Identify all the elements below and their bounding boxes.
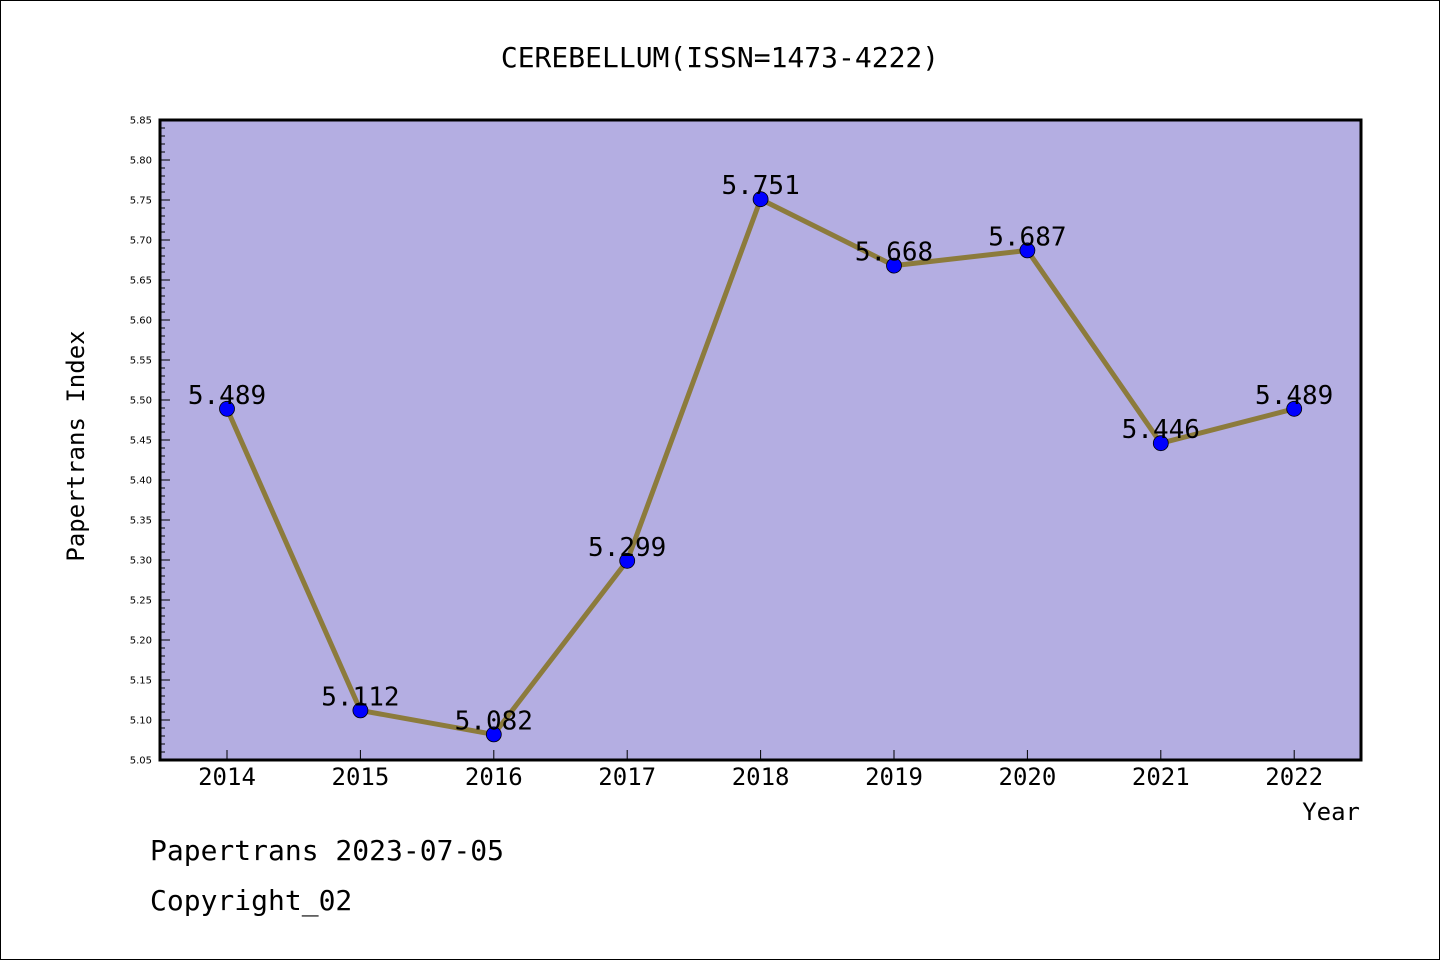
x-tick-label: 2015 xyxy=(332,763,390,791)
x-tick-label: 2017 xyxy=(598,763,656,791)
y-axis-label: Papertrans Index xyxy=(62,330,90,561)
y-tick-label: 5.15 xyxy=(130,676,152,687)
y-tick-label: 5.40 xyxy=(130,476,152,487)
footer-copyright: Copyright_02 xyxy=(150,884,353,917)
data-point xyxy=(219,400,235,417)
y-tick-label: 5.05 xyxy=(130,756,152,767)
y-tick-label: 5.85 xyxy=(130,116,152,127)
x-tick-label: 2020 xyxy=(999,763,1057,791)
y-tick-label: 5.20 xyxy=(130,636,152,647)
y-tick-label: 5.35 xyxy=(130,516,152,527)
data-point xyxy=(1152,435,1169,452)
x-tick-label: 2021 xyxy=(1132,763,1190,791)
y-tick-label: 5.60 xyxy=(130,316,152,327)
data-label: 5.687 xyxy=(988,222,1066,252)
data-label: 5.299 xyxy=(588,533,666,563)
data-label: 5.751 xyxy=(721,171,799,201)
data-point xyxy=(752,191,769,208)
data-point xyxy=(1286,400,1303,417)
x-tick-label: 2019 xyxy=(865,763,923,791)
y-tick-label: 5.55 xyxy=(130,356,152,367)
data-point xyxy=(352,702,369,719)
series-layer xyxy=(219,191,1303,743)
data-point xyxy=(1019,242,1036,259)
data-label-layer: 5.489 5.112 5.082 5.299 5.751 5.668 5.687 5.446… xyxy=(188,171,1333,736)
data-point xyxy=(485,726,502,743)
chart-title: CEREBELLUM(ISSN=1473-4222) xyxy=(501,41,939,74)
data-label: 5.112 xyxy=(321,682,399,712)
x-axis-label: Year xyxy=(1302,798,1360,826)
footer-date: Papertrans 2023-07-05 xyxy=(150,834,505,867)
y-tick-label: 5.10 xyxy=(130,716,152,727)
data-label: 5.082 xyxy=(455,706,533,736)
x-tick-label: 2018 xyxy=(732,763,790,791)
data-label: 5.489 xyxy=(1255,381,1333,411)
data-point xyxy=(619,552,636,569)
y-tick-label: 5.70 xyxy=(130,236,152,247)
x-tick-label: 2016 xyxy=(465,763,523,791)
x-tick-label: 2022 xyxy=(1265,763,1323,791)
y-tick-label: 5.30 xyxy=(130,556,152,567)
data-label: 5.668 xyxy=(855,238,933,268)
x-axis: 2014 2015 2016 2017 2018 2019 2020 2021 2022 xyxy=(198,750,1323,791)
x-tick-label: 2014 xyxy=(198,763,256,791)
data-point xyxy=(886,257,902,274)
y-tick-label: 5.25 xyxy=(130,596,152,607)
y-tick-label: 5.45 xyxy=(130,436,152,447)
data-label: 5.489 xyxy=(188,381,266,411)
data-label: 5.446 xyxy=(1122,415,1200,445)
plot-border xyxy=(158,118,1363,762)
y-tick-label: 5.80 xyxy=(130,156,152,167)
y-tick-label: 5.65 xyxy=(130,276,152,287)
y-tick-label: 5.50 xyxy=(130,396,152,407)
y-tick-label: 5.75 xyxy=(130,196,152,207)
